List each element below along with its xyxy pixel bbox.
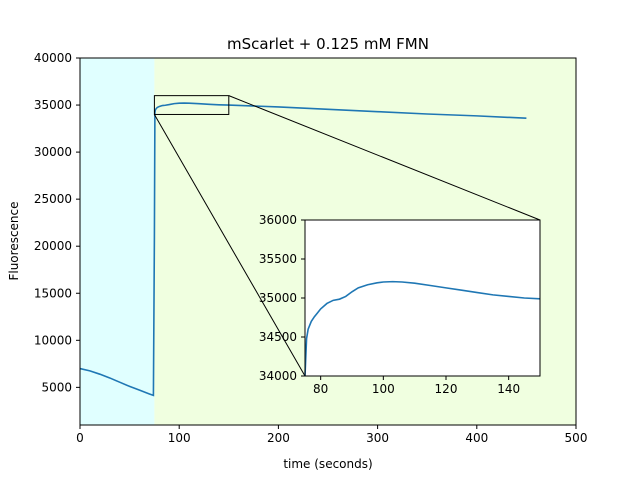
- x-tick-label: 200: [267, 431, 290, 445]
- inset-y-tick-label: 34500: [259, 330, 297, 344]
- x-tick-label: 400: [465, 431, 488, 445]
- y-tick-label: 30000: [34, 145, 72, 159]
- y-axis: 5000 10000 15000 20000 25000 30000 35000 40000: [34, 51, 80, 394]
- inset-axes: 80 100 120 140 34000 34500 35000 35500 36000: [259, 213, 541, 396]
- y-tick-label: 40000: [34, 51, 72, 65]
- y-axis-label: Fluorescence: [7, 201, 21, 280]
- zoom-connector-line: [228, 95, 541, 221]
- inset-x-tick-label: 120: [435, 382, 458, 396]
- y-tick-label: 15000: [34, 286, 72, 300]
- x-tick-label: 300: [366, 431, 389, 445]
- series-line: [79, 102, 527, 397]
- inset-x-tick-label: 140: [497, 382, 520, 396]
- main-series-group: [79, 102, 527, 397]
- inset-x-tick-label: 100: [372, 382, 395, 396]
- x-tick-label: 500: [565, 431, 588, 445]
- y-tick-label: 25000: [34, 192, 72, 206]
- inset-background: [305, 220, 540, 376]
- main-axes-frame: [79, 57, 577, 426]
- chart-title: mScarlet + 0.125 mM FMN: [227, 35, 429, 53]
- background-region-0: [80, 58, 155, 425]
- inset-y-tick-label: 35000: [259, 291, 297, 305]
- inset-y-tick-label: 35500: [259, 252, 297, 266]
- y-tick-label: 5000: [41, 380, 72, 394]
- inset-x-tick-label: 80: [313, 382, 328, 396]
- x-axis-label: time (seconds): [283, 457, 372, 471]
- y-tick-label: 10000: [34, 333, 72, 347]
- inset-y-tick-label: 36000: [259, 213, 297, 227]
- inset-series-line: [304, 280, 541, 377]
- x-tick-label: 100: [168, 431, 191, 445]
- y-tick-label: 20000: [34, 239, 72, 253]
- zoom-indicator: [153, 95, 541, 377]
- x-tick-label: 0: [76, 431, 84, 445]
- x-axis: 0 100 200 300 400 500: [76, 425, 587, 445]
- inset-y-tick-label: 34000: [259, 369, 297, 383]
- y-tick-label: 35000: [34, 98, 72, 112]
- zoom-box: [153, 95, 230, 115]
- zoom-connector-line: [153, 114, 306, 377]
